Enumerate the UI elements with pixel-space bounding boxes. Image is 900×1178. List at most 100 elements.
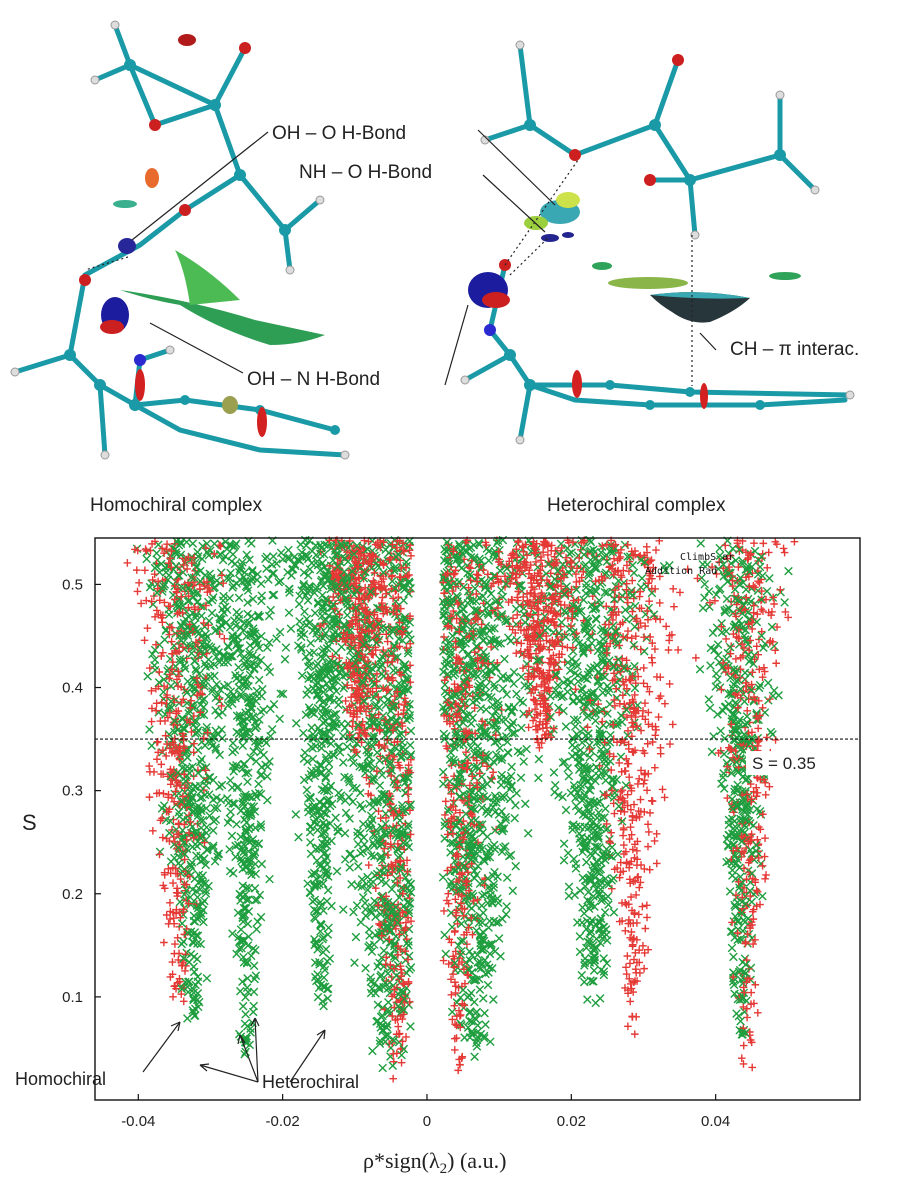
heterochiral-series-point [199, 702, 209, 712]
homochiral-series-point [219, 579, 227, 587]
heterochiral-series-point [507, 762, 516, 772]
heterochiral-series-point [722, 654, 731, 664]
heterochiral-series-point [160, 635, 169, 644]
heterochiral-series-point [306, 888, 315, 898]
heterochiral-series-point [355, 788, 365, 798]
homochiral-series-point [625, 773, 633, 781]
heterochiral-series-point [403, 782, 412, 791]
homochiral-series-point [170, 949, 179, 958]
homochiral-series-point [145, 793, 154, 801]
homochiral-series-point [163, 540, 171, 549]
heterochiral-series-point [210, 803, 219, 813]
heterochiral-series-point [238, 741, 248, 750]
heterochiral-series-point [256, 707, 266, 716]
homochiral-series-point [508, 549, 517, 558]
heterochiral-series-point [516, 672, 526, 682]
heterochiral-series-point [321, 705, 331, 714]
heterochiral-series-point [209, 841, 218, 851]
heterochiral-series-point [195, 757, 205, 767]
homochiral-series-point [167, 637, 176, 646]
heterochiral-series-point [254, 779, 263, 789]
heterochiral-series-point [397, 1050, 406, 1060]
heterochiral-series-point [250, 884, 260, 893]
heterochiral-series-point [440, 662, 450, 671]
heterochiral-series-point [579, 977, 589, 987]
homochiral-series-point [651, 731, 660, 740]
heterochiral-series-point [314, 684, 324, 694]
heterochiral-series-point [247, 567, 257, 576]
heterochiral-annotation-lines [444, 129, 717, 386]
heterochiral-series-point [308, 754, 318, 764]
heterochiral-series-point [265, 667, 275, 677]
heterochiral-series-point [481, 705, 491, 714]
heterochiral-series-point [239, 674, 248, 683]
heterochiral-series-point [295, 591, 304, 601]
homochiral-series-point [439, 956, 448, 965]
heterochiral-series-point [239, 903, 249, 913]
heterochiral-series-point [353, 862, 363, 871]
heterochiral-series-point [215, 614, 225, 624]
heterochiral-series-point [218, 708, 227, 717]
homochiral-series-point [135, 578, 143, 587]
heterochiral-series-point [210, 857, 220, 866]
heterochiral-series-point [212, 679, 222, 689]
heterochiral-series-point [440, 930, 449, 940]
heterochiral-series-point [534, 754, 544, 764]
heterochiral-series-point [306, 638, 316, 648]
heterochiral-series-point [253, 917, 262, 926]
heterochiral-series-point [591, 716, 600, 726]
heterochiral-series-point [227, 783, 237, 792]
heterochiral-series-point [299, 775, 309, 785]
heterochiral-series-point [502, 873, 512, 883]
homochiral-series-point [341, 697, 350, 705]
heterochiral-series-point [523, 829, 533, 838]
homochiral-series-point [629, 988, 638, 996]
homochiral-series-point [364, 861, 373, 869]
heterochiral-series-point [381, 809, 390, 818]
heterochiral-series-point [313, 703, 323, 713]
homochiral-series-point [441, 797, 450, 806]
heterochiral-series-point [294, 832, 303, 842]
heterochiral-series-point [302, 690, 311, 699]
homochiral-series-point [406, 639, 415, 648]
heterochiral-series-point [208, 826, 218, 835]
heterochiral-series-point [164, 610, 174, 619]
heterochiral-series-point [215, 782, 224, 791]
heterochiral-series-point [320, 982, 330, 992]
homochiral-series-point [164, 920, 173, 928]
homochiral-series-point [153, 755, 161, 764]
heterochiral-series-point [475, 985, 485, 994]
homochiral-series-point [644, 708, 653, 717]
heterochiral-series-point [321, 772, 330, 782]
homochiral-series-point [152, 699, 161, 708]
heterochiral-series-point [202, 845, 212, 855]
heterochiral-series-point [267, 725, 277, 734]
heterochiral-series-point [305, 564, 315, 574]
heterochiral-series-point [254, 612, 263, 622]
heterochiral-series-point [323, 930, 333, 939]
heterochiral-series-point [291, 810, 301, 819]
heterochiral-series-point [352, 901, 362, 910]
heterochiral-series-point [280, 655, 290, 664]
heterochiral-series-point [209, 733, 219, 742]
heterochiral-series-point [290, 559, 300, 569]
heterochiral-series-point [242, 862, 252, 871]
heterochiral-series-point [262, 643, 272, 652]
heterochiral-series-point [564, 882, 574, 892]
heterochiral-series-point [190, 782, 200, 792]
heterochiral-series-point [285, 553, 294, 563]
homochiral-series-point [394, 1022, 403, 1031]
heterochiral-series-point [191, 664, 201, 674]
homochiral-series-point [528, 583, 536, 592]
heterochiral-series-point [192, 728, 202, 738]
heterochiral-series-point [268, 590, 278, 600]
heterochiral-series-point [226, 807, 235, 817]
heterochiral-series-point [231, 621, 241, 630]
heterochiral-series-point [307, 766, 316, 776]
homochiral-series-point [636, 969, 644, 977]
heterochiral-series-point [196, 851, 205, 861]
heterochiral-series-point [326, 733, 336, 743]
heterochiral-series-point [257, 859, 267, 869]
homochiral-series-point [166, 915, 174, 923]
